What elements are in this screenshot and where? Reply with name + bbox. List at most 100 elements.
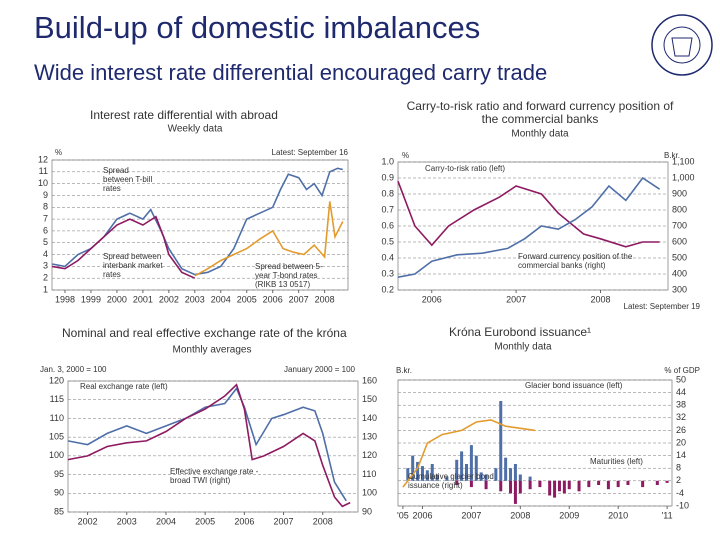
annotation: Spread between T-bill rates <box>103 166 153 193</box>
series-line <box>194 201 344 277</box>
series-line <box>67 383 351 508</box>
x-tick-label: 2004 <box>211 294 231 304</box>
annotation: Maturities (left) <box>590 457 643 466</box>
y2-tick-label: 900 <box>672 188 687 198</box>
bar <box>411 455 415 481</box>
y-axis-label: B.kr. <box>396 366 412 375</box>
y-tick-label: 1.0 <box>381 156 394 166</box>
logo-inner <box>663 26 701 64</box>
annotation: Forward currency position of the commerc… <box>518 252 633 270</box>
x-tick-label: 2008 <box>315 294 335 304</box>
bar <box>641 480 645 488</box>
y2-tick-label: 100 <box>362 488 377 498</box>
bar <box>406 468 410 481</box>
y2-tick-label: 110 <box>362 469 376 479</box>
y-tick-label: 0.3 <box>381 268 394 278</box>
x-tick-label: 2006 <box>234 516 254 526</box>
y-tick-label: 7 <box>43 213 48 223</box>
bar <box>484 480 488 490</box>
y-tick-label: 11 <box>39 166 48 176</box>
x-tick-label: 2007 <box>289 294 309 304</box>
x-tick-label: 2003 <box>185 294 205 304</box>
bar <box>455 459 459 481</box>
chart-subtitle: Monthly data <box>494 342 552 353</box>
bar <box>445 476 449 481</box>
y-tick-label: 0.8 <box>381 188 394 198</box>
series-line <box>397 180 660 248</box>
chart-title: Interest rate differential with abroad <box>90 108 278 122</box>
x-tick-label: 2008 <box>590 294 610 304</box>
bar <box>416 461 420 481</box>
chart-title-box: Carry-to-risk ratio and forward currency… <box>407 100 674 126</box>
bar <box>499 480 503 492</box>
annotation: Glacier bond issuance (left) <box>525 381 623 390</box>
bar <box>626 480 630 485</box>
y-axis-label: Jan. 3, 2000 = 100 <box>40 365 107 374</box>
bar <box>655 480 659 485</box>
y-tick-label: 115 <box>50 394 64 404</box>
y2-tick-label: 120 <box>362 450 377 460</box>
bar <box>509 468 513 481</box>
y-tick-label: 110 <box>50 413 64 423</box>
y2-axis-label: January 2000 = 100 <box>284 365 355 374</box>
y-tick-label: 4 <box>43 249 48 259</box>
y-tick-label: 95 <box>54 469 64 479</box>
y2-tick-label: 90 <box>362 506 372 516</box>
y2-tick-label: 2 <box>676 475 681 485</box>
x-tick-label: 2006 <box>412 510 432 520</box>
x-tick-label: 2006 <box>263 294 283 304</box>
y2-axis-label: % of GDP <box>664 366 700 375</box>
y-tick-label: 10 <box>38 178 48 188</box>
bar <box>455 480 459 485</box>
series-line <box>67 386 347 502</box>
y-tick-label: 1 <box>43 284 48 294</box>
y-tick-label: 9 <box>43 190 48 200</box>
bar <box>557 480 561 492</box>
y-tick-label: 85 <box>54 506 64 516</box>
chart-title: Nominal and real effective exchange rate… <box>62 326 347 340</box>
bar <box>518 480 522 494</box>
annotation-box: Forward currency position of the commerc… <box>518 252 633 270</box>
bar <box>469 445 473 481</box>
annotation-box: Spread between 5-year T-bond rates (RIKB… <box>255 262 323 289</box>
annotation-box: Glacier bond issuance (left) <box>525 381 623 390</box>
y2-tick-label: 130 <box>362 432 377 442</box>
y2-tick-label: 8 <box>676 463 681 473</box>
annotation: Carry-to-risk ratio (left) <box>425 164 506 173</box>
bar <box>435 474 439 481</box>
y-tick-label: 2 <box>43 273 48 283</box>
y2-tick-label: 160 <box>362 375 377 385</box>
annotation-box: Spread between T-bill rates <box>103 166 153 193</box>
x-tick-label: 2005 <box>195 516 215 526</box>
bar <box>518 474 522 481</box>
bar <box>430 464 434 481</box>
y-tick-label: 90 <box>54 488 64 498</box>
y-tick-label: 0.5 <box>381 236 394 246</box>
x-tick-label: 2008 <box>313 516 333 526</box>
annotation: Cumulative glacier bond issuance (right) <box>408 472 494 490</box>
x-tick-label: 2004 <box>156 516 176 526</box>
annotation-box: Cumulative glacier bond issuance (right) <box>408 472 494 490</box>
chart-subtitle: Weekly data <box>168 124 223 135</box>
y2-tick-label: 150 <box>362 394 377 404</box>
y-tick-label: 0.6 <box>381 220 394 230</box>
note: Latest: September 16 <box>272 148 349 157</box>
y2-tick-label: 44 <box>676 387 686 397</box>
y2-tick-label: 600 <box>672 236 687 246</box>
x-tick-label: 2003 <box>117 516 137 526</box>
x-tick-label: 2007 <box>274 516 294 526</box>
annotation-box: Carry-to-risk ratio (left) <box>425 164 506 173</box>
chart-subtitle: Monthly data <box>511 129 569 140</box>
y-tick-label: 120 <box>49 375 64 385</box>
bar <box>513 480 517 504</box>
bar <box>606 480 610 490</box>
bar <box>499 401 503 481</box>
y-axis-label: % <box>55 148 62 157</box>
bar <box>425 470 429 481</box>
y2-tick-label: 800 <box>672 204 687 214</box>
y2-tick-label: 38 <box>676 400 686 410</box>
series-line <box>51 167 343 276</box>
x-tick-label: 2009 <box>559 510 579 520</box>
y-tick-label: 6 <box>43 225 48 235</box>
